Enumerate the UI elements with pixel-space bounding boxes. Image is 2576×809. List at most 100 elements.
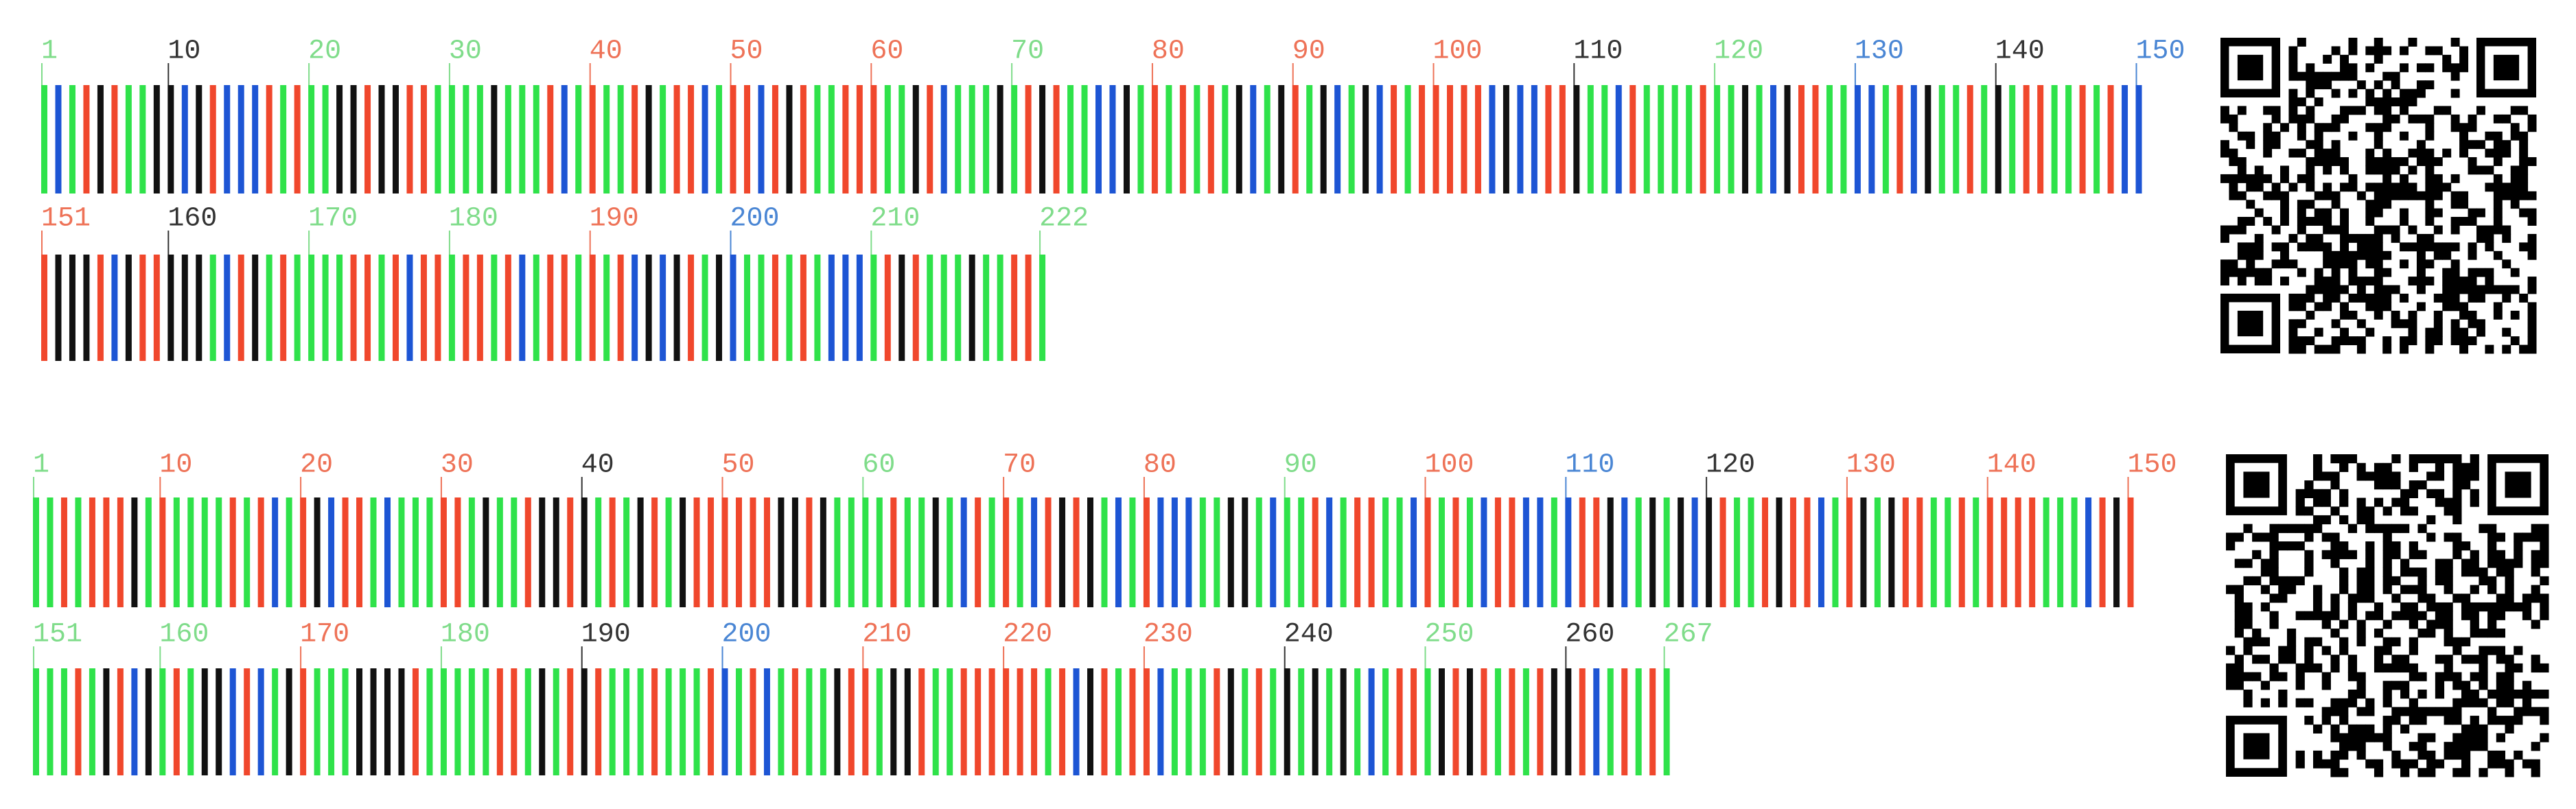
base-bar xyxy=(2001,497,2008,607)
qr-module xyxy=(2356,742,2366,751)
qr-module xyxy=(2306,106,2315,115)
base-bar xyxy=(1658,85,1664,194)
qr-module xyxy=(2321,489,2331,499)
base-bar xyxy=(856,85,863,194)
base-bar xyxy=(393,255,399,361)
qr-module xyxy=(2391,454,2401,464)
qr-module xyxy=(2416,268,2426,277)
qr-module xyxy=(2243,602,2253,612)
base-bar xyxy=(1165,85,1172,194)
qr-module xyxy=(2519,131,2529,141)
qr-module xyxy=(2260,559,2271,568)
qr-module xyxy=(2306,293,2315,303)
qr-module xyxy=(2314,302,2323,312)
qr-module xyxy=(2288,63,2298,73)
base-bar xyxy=(272,668,279,775)
base-bar xyxy=(1896,85,1903,194)
qr-module xyxy=(2527,250,2537,260)
qr-module xyxy=(2527,310,2537,320)
qr-module xyxy=(2323,344,2332,354)
base-bar xyxy=(1123,85,1130,194)
qr-module xyxy=(2288,344,2298,354)
qr-module xyxy=(2252,655,2262,664)
qr-module xyxy=(2479,524,2488,533)
qr-module xyxy=(2304,655,2314,664)
qr-module xyxy=(2505,724,2514,734)
qr-module xyxy=(2400,611,2410,620)
qr-module xyxy=(2295,524,2305,533)
qr-module xyxy=(2514,707,2523,716)
qr-module xyxy=(2468,310,2477,320)
base-bar xyxy=(814,85,821,194)
base-bar xyxy=(680,497,686,607)
qr-module xyxy=(2339,733,2349,742)
base-bar xyxy=(1382,497,1389,607)
base-bar xyxy=(167,85,174,194)
qr-module xyxy=(2331,140,2341,150)
qr-module xyxy=(2400,191,2409,200)
qr-module xyxy=(2304,567,2314,577)
position-label: 180 xyxy=(441,620,490,650)
qr-module xyxy=(2461,698,2471,707)
base-bar xyxy=(69,255,76,361)
qr-module xyxy=(2243,672,2253,681)
base-bar xyxy=(609,668,616,775)
qr-module xyxy=(2339,620,2349,629)
qr-module xyxy=(2510,183,2520,192)
qr-module xyxy=(2502,327,2511,337)
qr-module xyxy=(2468,157,2477,166)
base-bar xyxy=(1214,668,1220,775)
qr-module xyxy=(2365,233,2375,243)
qr-module xyxy=(2340,225,2349,235)
qr-module xyxy=(2356,567,2366,577)
qr-module xyxy=(2365,277,2375,286)
qr-module xyxy=(2348,233,2358,243)
base-bar xyxy=(300,668,307,775)
qr-module xyxy=(2493,225,2503,235)
qr-module xyxy=(2450,114,2460,124)
qr-module xyxy=(2243,611,2253,620)
qr-module xyxy=(2527,114,2537,124)
qr-module xyxy=(2487,611,2497,620)
base-bar xyxy=(1466,497,1473,607)
base-bar xyxy=(791,668,798,775)
qr-module xyxy=(2313,462,2323,472)
qr-finder xyxy=(2243,471,2270,498)
qr-module xyxy=(2468,293,2477,303)
qr-module xyxy=(2306,310,2315,320)
qr-module xyxy=(2347,698,2358,707)
base-bar xyxy=(862,497,869,607)
base-bar xyxy=(41,255,47,361)
base-bar xyxy=(294,255,301,361)
base-bar xyxy=(1748,497,1754,607)
qr-module xyxy=(2374,759,2384,769)
qr-module xyxy=(2374,310,2383,320)
qr-module xyxy=(2313,471,2323,481)
qr-module xyxy=(2382,123,2392,132)
base-bar xyxy=(280,85,287,194)
base-bar xyxy=(842,85,849,194)
qr-module xyxy=(2444,663,2453,673)
qr-module xyxy=(2339,515,2349,525)
position-label: 130 xyxy=(1846,450,1896,481)
qr-module xyxy=(2330,759,2340,769)
qr-module xyxy=(2416,140,2426,150)
qr-module xyxy=(2444,506,2453,516)
qr-module xyxy=(2391,716,2401,725)
qr-module xyxy=(2470,724,2479,734)
base-bar xyxy=(398,497,405,607)
base-bar xyxy=(968,85,975,194)
qr-module xyxy=(2382,716,2392,725)
qr-module xyxy=(2416,63,2426,73)
base-bar xyxy=(1157,668,1164,775)
qr-module xyxy=(2496,550,2505,559)
qr-module xyxy=(2220,148,2229,158)
qr-module xyxy=(2433,46,2443,56)
qr-module xyxy=(2510,165,2520,175)
qr-module xyxy=(2306,217,2315,226)
qr-module xyxy=(2426,602,2436,612)
base-bar xyxy=(406,85,413,194)
qr-module xyxy=(2237,165,2247,175)
qr-module xyxy=(2237,277,2247,286)
qr-module xyxy=(2374,106,2383,115)
